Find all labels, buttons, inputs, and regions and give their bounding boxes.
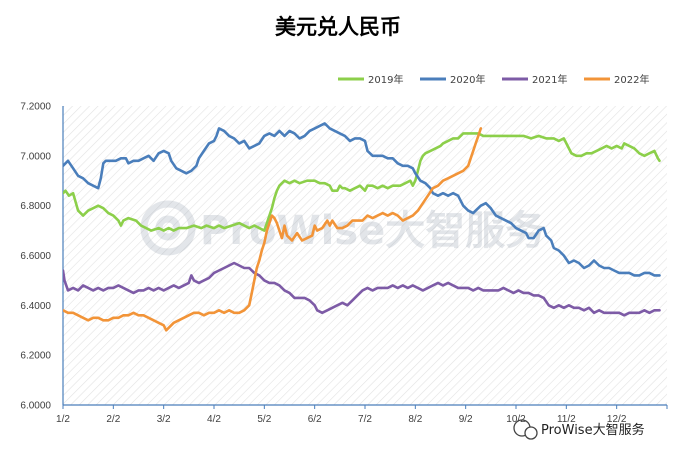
series-line	[63, 261, 661, 317]
credit-text: ProWise大智服务	[541, 422, 645, 438]
x-tick-label: 5/2	[257, 414, 271, 425]
x-tick-label: 3/2	[157, 414, 171, 425]
legend: 2019年 2020年 2021年 2022年	[338, 73, 649, 86]
x-tick-label: 6/2	[308, 414, 322, 425]
chart-title: 美元兑人民币	[275, 14, 401, 39]
y-tick-label: 6.2000	[20, 351, 51, 362]
credit-badge: ProWise大智服务	[513, 419, 645, 440]
y-tick-label: 6.8000	[20, 201, 51, 212]
series-group	[63, 122, 661, 332]
y-tick-label: 6.6000	[20, 251, 51, 262]
y-tick-label: 7.0000	[20, 151, 51, 162]
x-tick-label: 8/2	[408, 414, 422, 425]
x-tick-label: 1/2	[56, 414, 70, 425]
y-tick-label: 7.2000	[20, 102, 51, 113]
watermark-text: ProWise大智服务	[200, 208, 545, 254]
x-tick-label: 9/2	[459, 414, 473, 425]
x-tick-label: 7/2	[358, 414, 372, 425]
wechat-icon-small	[524, 426, 538, 440]
legend-label: 2020年	[450, 73, 485, 86]
series-line	[63, 122, 661, 277]
x-axis: 1/2 2/2 3/2 4/2 5/2 6/2 7/2 8/2 9/2 10/2 11/2 12/2	[56, 404, 668, 425]
y-tick-label: 6.0000	[20, 401, 51, 412]
y-tick-label: 6.4000	[20, 301, 51, 312]
x-tick-label: 12/2	[607, 414, 627, 425]
legend-label: 2021年	[532, 73, 567, 86]
x-tick-label: 2/2	[106, 414, 120, 425]
legend-label: 2022年	[614, 73, 649, 86]
x-tick-label: 4/2	[207, 414, 221, 425]
series-line	[63, 132, 661, 232]
legend-label: 2019年	[368, 73, 403, 86]
x-tick-label: 10/2	[506, 414, 526, 425]
series-line	[63, 127, 483, 332]
x-tick-label: 11/2	[557, 414, 576, 425]
watermark: ProWise大智服务	[140, 200, 545, 256]
y-axis: 6.0000 6.2000 6.4000 6.6000 6.8000 7.0000 7.20…	[20, 102, 64, 412]
plot-area-hatch	[63, 106, 667, 405]
